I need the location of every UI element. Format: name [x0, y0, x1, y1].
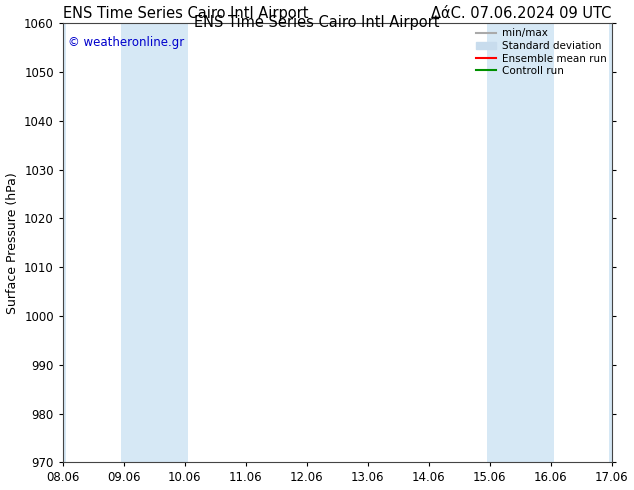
Legend: min/max, Standard deviation, Ensemble mean run, Controll run: min/max, Standard deviation, Ensemble me… [472, 25, 609, 79]
Bar [60, 23, 66, 463]
Y-axis label: Surface Pressure (hPa): Surface Pressure (hPa) [6, 172, 18, 314]
Text: © weatheronline.gr: © weatheronline.gr [68, 36, 184, 49]
Text: ΔάϹ. 07.06.2024 09 UTC: ΔάϹ. 07.06.2024 09 UTC [431, 5, 612, 21]
Bar [487, 23, 553, 463]
Text: ENS Time Series Cairo Intl Airport: ENS Time Series Cairo Intl Airport [63, 5, 308, 21]
Bar [121, 23, 188, 463]
Bar [609, 23, 615, 463]
Text: ENS Time Series Cairo Intl Airport: ENS Time Series Cairo Intl Airport [194, 15, 440, 30]
